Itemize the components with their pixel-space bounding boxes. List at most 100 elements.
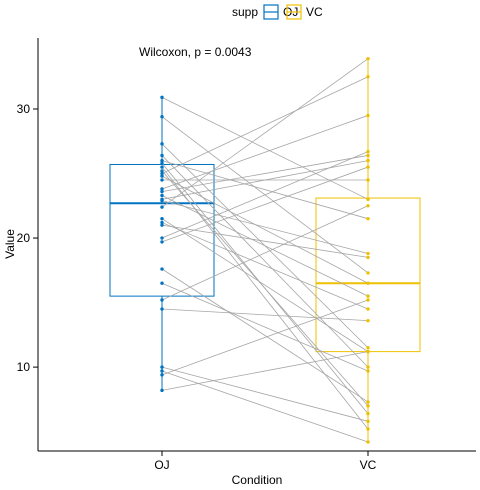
- pair-line: [161, 224, 369, 258]
- point-oj: [160, 174, 164, 178]
- point-vc: [366, 365, 370, 369]
- pair-line: [161, 58, 369, 208]
- pair-line: [161, 166, 369, 243]
- point-oj: [160, 267, 164, 271]
- pair-line: [161, 351, 369, 391]
- point-vc: [366, 349, 370, 354]
- pair-line: [161, 200, 369, 254]
- point-vc: [366, 440, 370, 444]
- point-oj: [160, 178, 164, 182]
- point-vc: [366, 75, 370, 79]
- point-oj: [160, 193, 164, 198]
- point-oj: [160, 187, 164, 191]
- pair-line: [161, 175, 369, 284]
- point-vc: [366, 204, 370, 208]
- pair-line: [161, 76, 369, 174]
- points-oj: [160, 95, 164, 393]
- point-vc: [366, 318, 370, 323]
- point-oj: [160, 216, 164, 221]
- point-vc: [366, 298, 370, 302]
- annotation-wilcoxon: Wilcoxon, p = 0.0043: [139, 45, 252, 59]
- point-oj: [160, 373, 164, 377]
- pair-line: [161, 97, 369, 200]
- point-oj: [160, 169, 164, 173]
- pair-line: [161, 155, 369, 192]
- pair-line: [161, 282, 369, 372]
- pair-line: [161, 151, 369, 239]
- pair-line: [161, 366, 369, 422]
- point-vc: [366, 271, 370, 275]
- x-axis-title: Condition: [232, 473, 283, 485]
- pair-line: [161, 166, 369, 430]
- plot-area: [109, 56, 421, 444]
- pair-line: [161, 160, 369, 220]
- point-vc: [366, 178, 370, 182]
- box-oj: [109, 97, 215, 391]
- point-oj: [160, 236, 164, 240]
- pair-line: [161, 155, 369, 368]
- pair-line: [161, 115, 369, 190]
- x-axis-ticks: OJ VC: [154, 451, 377, 472]
- pair-line: [161, 218, 369, 352]
- pair-line: [161, 299, 369, 376]
- pair-line: [161, 170, 369, 407]
- pair-lines: [161, 58, 369, 443]
- x-tick-label: VC: [360, 458, 377, 472]
- box-iqr: [315, 197, 421, 353]
- point-oj: [160, 142, 164, 146]
- point-vc: [366, 294, 370, 298]
- point-vc: [366, 400, 370, 404]
- pair-line: [161, 160, 369, 200]
- point-vc: [366, 419, 370, 424]
- point-oj: [160, 240, 164, 244]
- point-oj: [160, 365, 164, 369]
- point-vc: [366, 411, 370, 416]
- box-vc: [315, 58, 421, 442]
- y-tick-label: 10: [17, 360, 31, 374]
- legend-label-vc: VC: [306, 5, 323, 19]
- pair-line: [161, 308, 369, 322]
- legend: supp OJ VC: [232, 4, 323, 20]
- pair-line: [161, 370, 369, 443]
- y-axis-title: Value: [3, 229, 17, 259]
- legend-title: supp: [232, 5, 258, 19]
- point-vc: [366, 255, 370, 260]
- point-oj: [160, 165, 164, 169]
- y-tick-label: 20: [17, 231, 31, 245]
- point-vc: [366, 427, 370, 431]
- point-vc: [366, 251, 370, 256]
- point-vc: [366, 369, 370, 373]
- point-vc: [366, 281, 370, 285]
- point-oj: [160, 197, 164, 202]
- box-iqr: [109, 163, 215, 297]
- point-oj: [160, 223, 164, 227]
- pair-line: [161, 222, 369, 310]
- point-oj: [160, 95, 164, 100]
- point-vc: [366, 307, 370, 311]
- point-vc: [366, 216, 370, 221]
- point-oj: [160, 158, 164, 163]
- point-oj: [160, 161, 164, 165]
- point-oj: [160, 220, 164, 225]
- point-vc: [366, 346, 370, 350]
- point-vc: [366, 165, 370, 169]
- point-oj: [160, 115, 164, 119]
- point-vc: [366, 149, 370, 154]
- pair-line: [161, 268, 369, 403]
- point-vc: [366, 153, 370, 158]
- point-vc: [366, 113, 370, 118]
- point-oj: [160, 369, 164, 373]
- point-oj: [160, 171, 164, 176]
- point-vc: [366, 158, 370, 163]
- point-oj: [160, 388, 164, 393]
- y-tick-label: 30: [17, 102, 31, 116]
- point-oj: [160, 298, 164, 302]
- y-axis-ticks: 10 20 30: [17, 102, 38, 374]
- pair-line: [161, 205, 369, 301]
- point-oj: [160, 205, 164, 209]
- point-vc: [366, 56, 370, 61]
- point-oj: [160, 153, 164, 158]
- point-oj: [160, 189, 164, 194]
